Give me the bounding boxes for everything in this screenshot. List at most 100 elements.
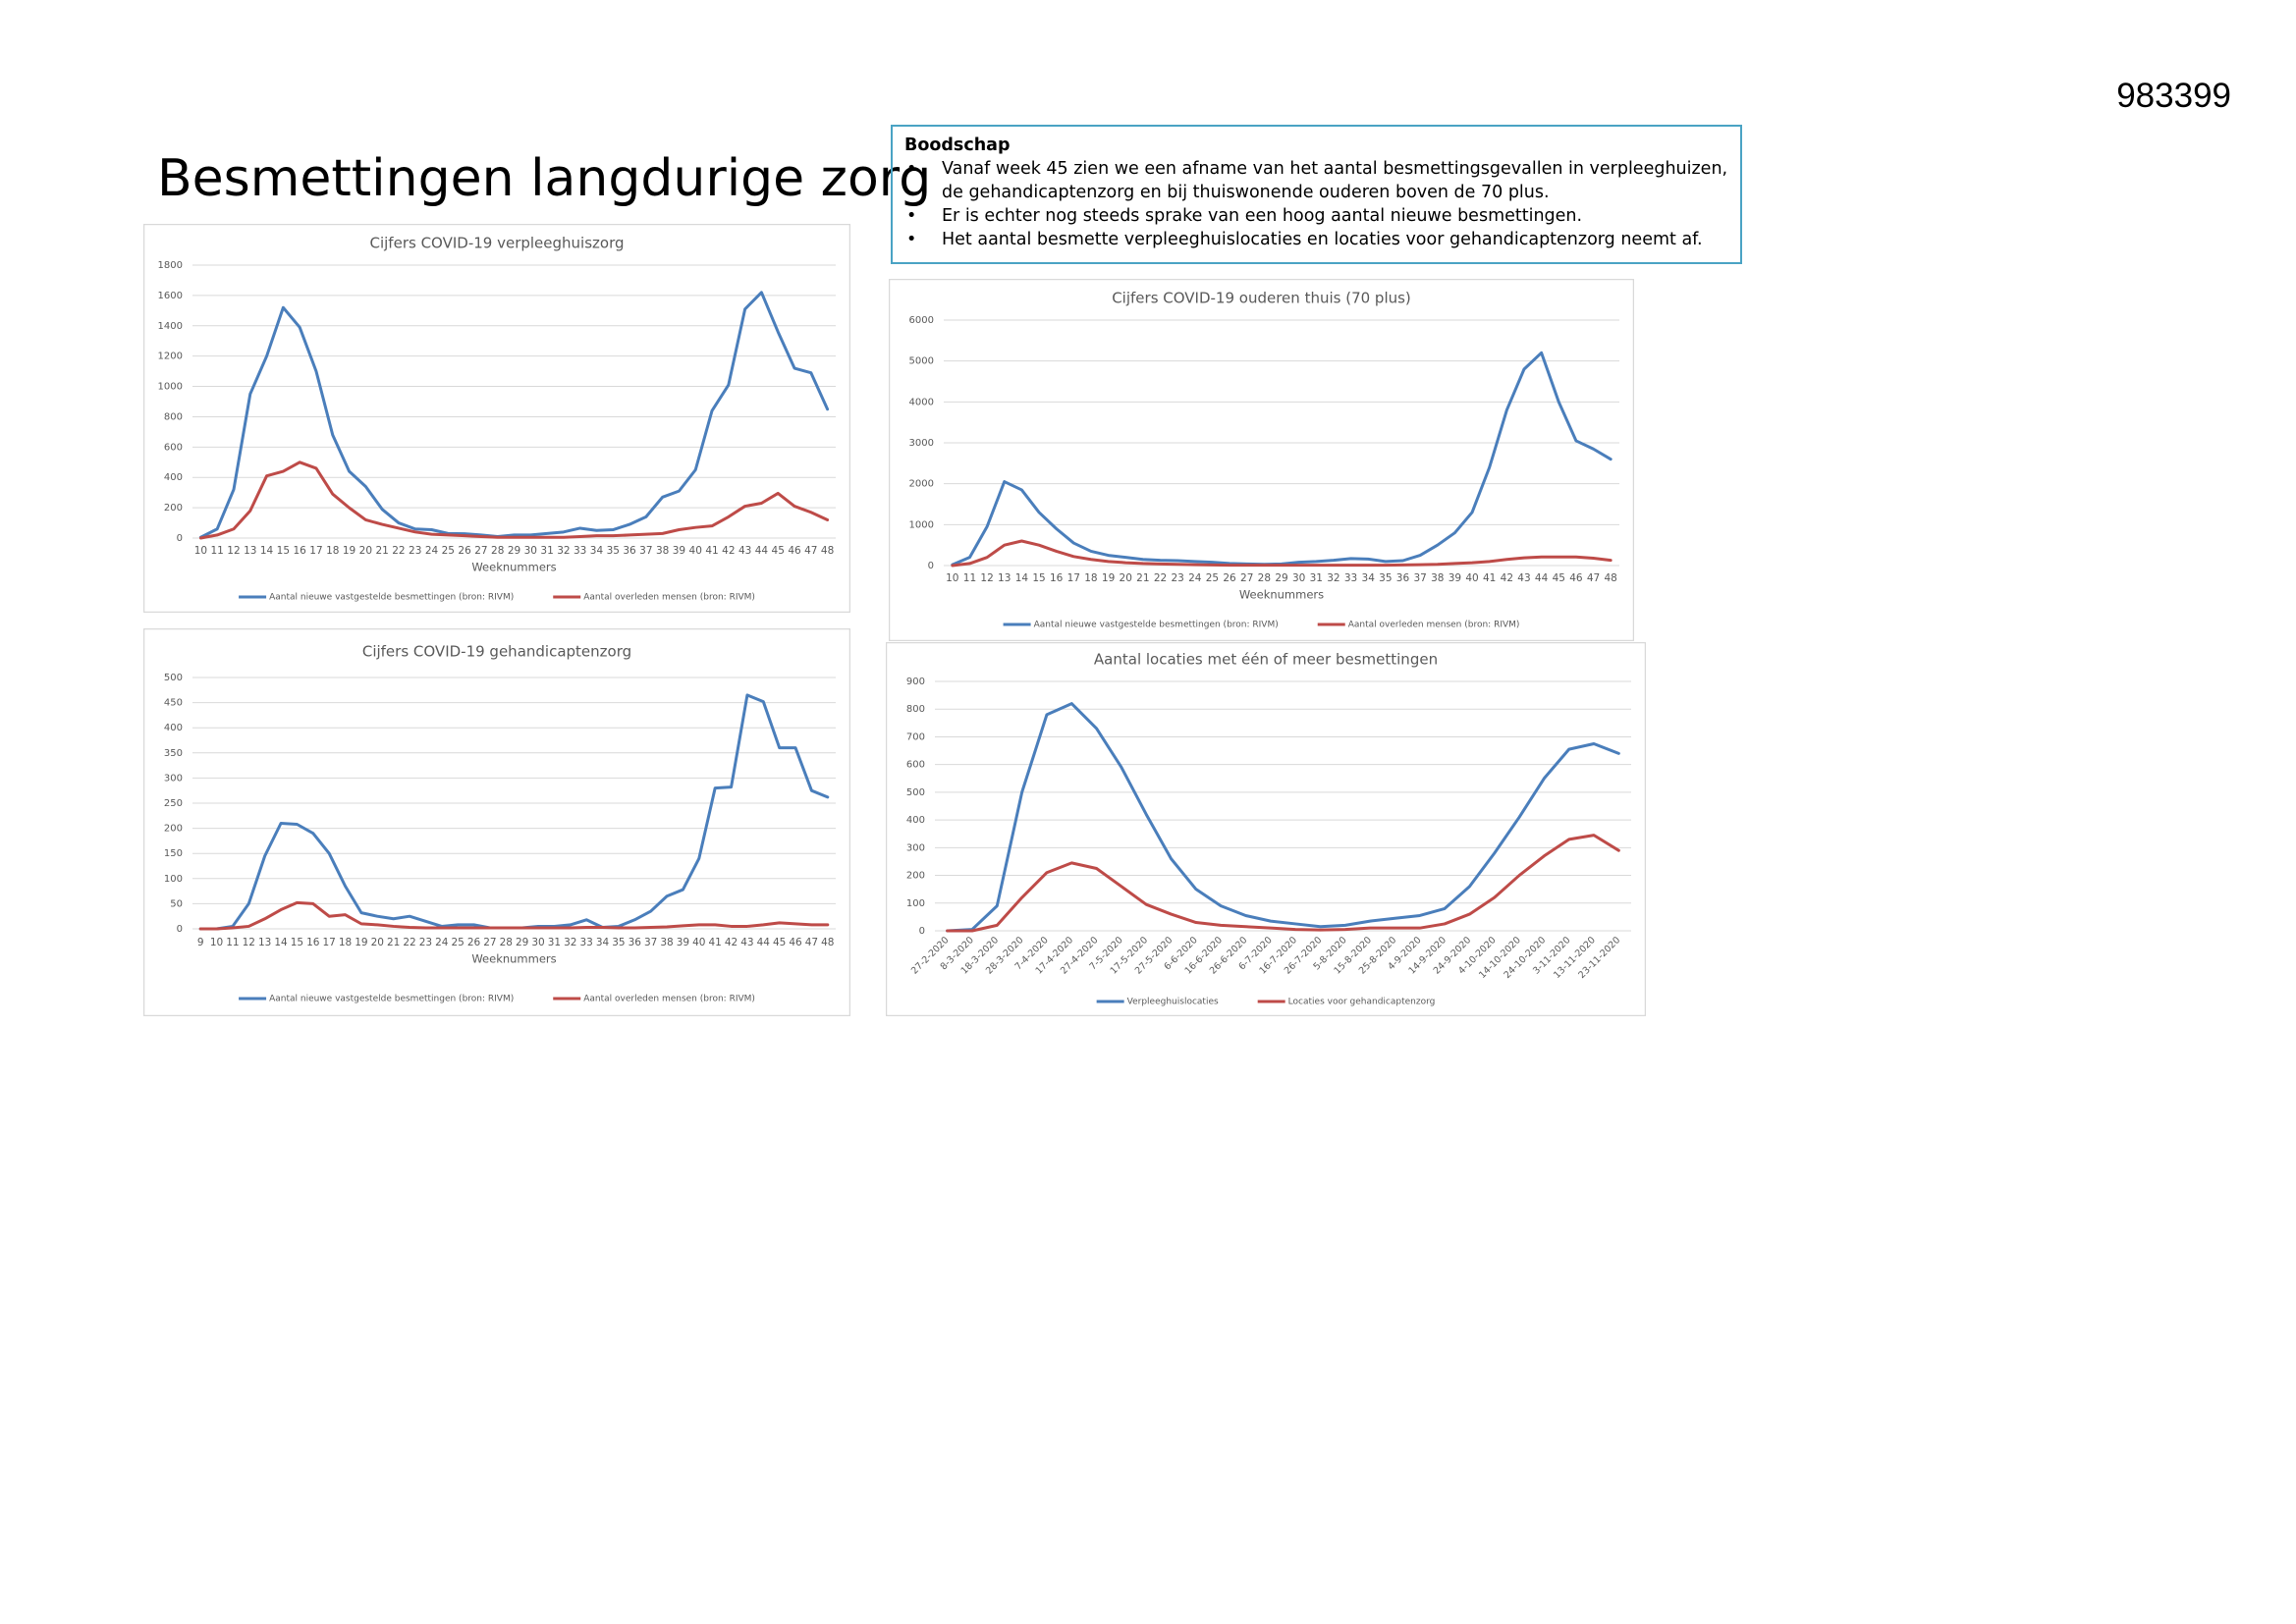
x-tick-label: 19 <box>355 937 367 948</box>
y-tick-label: 6000 <box>909 315 934 326</box>
x-tick-label: 42 <box>1501 572 1513 584</box>
y-tick-label: 800 <box>164 411 183 422</box>
x-tick-label: 45 <box>772 545 785 557</box>
x-tick-label: 17 <box>1067 572 1080 584</box>
chart-border <box>889 279 1634 641</box>
x-tick-label: 12 <box>227 545 240 557</box>
y-tick-label: 200 <box>164 824 183 835</box>
x-tick-label: 19 <box>1102 572 1115 584</box>
x-tick-label: 43 <box>740 937 753 948</box>
x-tick-label: 13 <box>998 572 1011 584</box>
y-tick-label: 600 <box>906 760 925 771</box>
x-tick-label: 22 <box>392 545 405 557</box>
x-tick-label: 15 <box>291 937 303 948</box>
y-tick-label: 0 <box>177 533 183 544</box>
legend-item: Aantal overleden mensen (bron: RIVM) <box>553 995 755 1004</box>
y-tick-label: 100 <box>164 874 183 885</box>
x-tick-label: 35 <box>607 545 620 557</box>
y-tick-label: 1400 <box>158 321 183 332</box>
x-tick-label: 23 <box>1171 572 1183 584</box>
x-axis-title: Weeknummers <box>471 952 556 966</box>
y-tick-label: 1000 <box>909 519 934 530</box>
x-tick-label: 16 <box>293 545 306 557</box>
message-bullet: Het aantal besmette verpleeghuislocaties… <box>906 228 1728 251</box>
x-tick-label: 43 <box>738 545 751 557</box>
x-tick-label: 47 <box>1587 572 1600 584</box>
message-heading: Boodschap <box>904 135 1011 155</box>
y-tick-label: 500 <box>906 787 925 798</box>
x-tick-label: 24 <box>1188 572 1202 584</box>
x-tick-label: 35 <box>1379 572 1392 584</box>
x-tick-label: 46 <box>788 545 801 557</box>
x-tick-label: 30 <box>531 937 544 948</box>
x-tick-label: 46 <box>1569 572 1583 584</box>
legend-label: Aantal nieuwe vastgestelde besmettingen … <box>1034 621 1279 630</box>
legend-item: Verpleeghuislocaties <box>1096 998 1219 1007</box>
x-tick-label: 38 <box>1431 572 1444 584</box>
x-tick-label: 48 <box>821 545 834 557</box>
x-tick-label: 40 <box>692 937 705 948</box>
x-tick-label: 18 <box>1084 572 1097 584</box>
x-tick-label: 23 <box>419 937 432 948</box>
x-tick-label: 12 <box>243 937 255 948</box>
x-tick-label: 48 <box>1604 572 1616 584</box>
legend-label: Verpleeghuislocaties <box>1127 998 1219 1007</box>
y-tick-label: 100 <box>906 898 925 909</box>
data-line <box>946 834 1620 933</box>
x-tick-label: 38 <box>656 545 669 557</box>
legend: Aantal nieuwe vastgestelde besmettingen … <box>239 593 755 603</box>
x-tick-label: 31 <box>540 545 553 557</box>
x-tick-label: 34 <box>590 545 604 557</box>
x-tick-label: 44 <box>757 937 771 948</box>
x-tick-label: 14 <box>1015 572 1029 584</box>
x-tick-label: 30 <box>524 545 537 557</box>
x-tick-label: 14 <box>274 937 288 948</box>
x-tick-label: 11 <box>226 937 239 948</box>
x-tick-label: 20 <box>359 545 372 557</box>
x-tick-label: 41 <box>1483 572 1496 584</box>
message-bullet: Vanaf week 45 zien we een afname van het… <box>906 157 1728 204</box>
x-tick-label: 11 <box>963 572 976 584</box>
y-tick-label: 400 <box>164 723 183 733</box>
chart-title: Aantal locaties met één of meer besmetti… <box>1094 651 1438 669</box>
legend: Verpleeghuislocaties Locaties voor gehand… <box>1096 998 1435 1007</box>
x-tick-label: 29 <box>508 545 520 557</box>
x-tick-label: 30 <box>1292 572 1305 584</box>
data-line <box>198 460 830 540</box>
x-tick-label: 17 <box>309 545 322 557</box>
y-tick-label: 200 <box>906 871 925 882</box>
x-tick-label: 27 <box>483 937 496 948</box>
y-tick-label: 400 <box>906 815 925 826</box>
x-tick-label: 39 <box>673 545 685 557</box>
y-tick-label: 50 <box>170 898 183 909</box>
y-tick-label: 800 <box>906 704 925 715</box>
legend: Aantal nieuwe vastgestelde besmettingen … <box>239 995 755 1004</box>
y-tick-label: 1800 <box>158 260 183 271</box>
x-tick-label: 42 <box>725 937 738 948</box>
legend-item: Aantal overleden mensen (bron: RIVM) <box>553 593 755 603</box>
x-tick-label: 15 <box>277 545 290 557</box>
x-axis-title: Weeknummers <box>471 561 556 574</box>
message-list: Vanaf week 45 zien we een afname van het… <box>904 157 1728 251</box>
x-tick-label: 45 <box>773 937 786 948</box>
x-tick-label: 26 <box>458 545 471 557</box>
chart: Cijfers COVID-19 ouderen thuis (70 plus)… <box>889 279 1634 641</box>
y-tick-label: 4000 <box>909 397 934 407</box>
y-tick-label: 2000 <box>909 479 934 490</box>
x-tick-label: 18 <box>339 937 352 948</box>
data-line <box>198 291 830 539</box>
x-tick-label: 22 <box>403 937 415 948</box>
y-tick-label: 1000 <box>158 382 183 393</box>
x-tick-label: 11 <box>211 545 224 557</box>
message-box: Boodschap Vanaf week 45 zien we een afna… <box>891 125 1742 264</box>
x-tick-label: 47 <box>805 937 818 948</box>
x-tick-label: 13 <box>258 937 271 948</box>
x-tick-label: 48 <box>821 937 834 948</box>
x-tick-label: 46 <box>789 937 802 948</box>
x-tick-label: 24 <box>425 545 439 557</box>
x-tick-label: 25 <box>1206 572 1219 584</box>
legend-item: Aantal overleden mensen (bron: RIVM) <box>1317 621 1519 630</box>
chart-title: Cijfers COVID-19 gehandicaptenzorg <box>362 643 631 661</box>
x-tick-label: 32 <box>1327 572 1339 584</box>
legend-item: Locaties voor gehandicaptenzorg <box>1257 998 1435 1007</box>
